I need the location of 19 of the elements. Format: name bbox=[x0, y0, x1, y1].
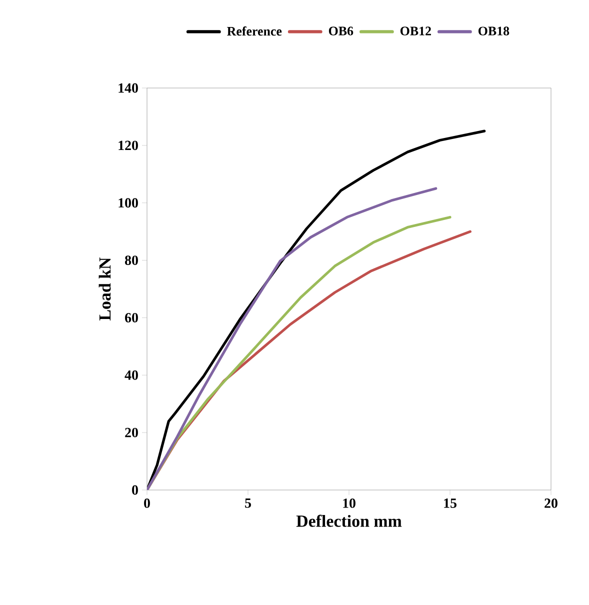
legend-label: OB12 bbox=[400, 26, 431, 36]
x-tick-label: 10 bbox=[343, 498, 356, 508]
y-tick-label: 80 bbox=[125, 256, 138, 265]
x-tick-label: 20 bbox=[544, 498, 558, 508]
y-tick-label: 0 bbox=[132, 485, 138, 495]
x-tick-label: 0 bbox=[144, 498, 150, 508]
legend-label: OB18 bbox=[478, 26, 510, 36]
y-tick-label: 20 bbox=[125, 428, 138, 438]
legend-label: OB6 bbox=[328, 26, 354, 36]
y-tick-label: 100 bbox=[118, 198, 138, 208]
legend-label: Reference bbox=[227, 26, 282, 36]
x-tick-label: 5 bbox=[245, 498, 251, 508]
y-tick-label: 60 bbox=[125, 313, 138, 322]
x-axis-title: Deflection mm bbox=[296, 514, 402, 527]
y-axis-title: Load kN bbox=[98, 257, 111, 320]
y-tick-label: 40 bbox=[124, 370, 138, 380]
x-tick-label: 15 bbox=[444, 498, 456, 508]
y-tick-label: 140 bbox=[118, 83, 138, 93]
y-tick-label: 120 bbox=[118, 140, 138, 150]
